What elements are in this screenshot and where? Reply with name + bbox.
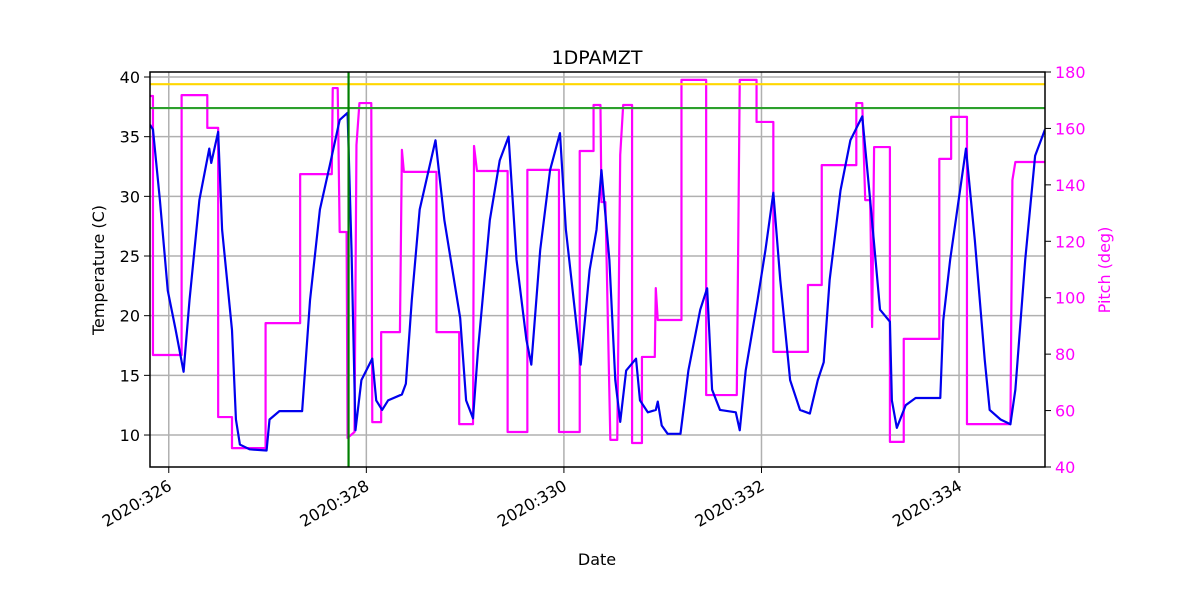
plot-area xyxy=(150,72,1045,467)
y-tick-label: 10 xyxy=(120,426,140,445)
y-tick-label: 40 xyxy=(120,68,140,87)
y-axis-label: Temperature (C) xyxy=(89,205,108,336)
data-line xyxy=(150,78,1045,450)
plot-frame xyxy=(149,71,1046,468)
x-tick-label: 2020:334 xyxy=(889,476,965,531)
y-tick-label: 20 xyxy=(120,307,140,326)
y2-axis-label: Pitch (deg) xyxy=(1095,227,1114,314)
y2-tick-label: 140 xyxy=(1055,176,1086,195)
x-tick-label: 2020:326 xyxy=(99,476,175,531)
y-tick-label: 25 xyxy=(120,247,140,266)
y2-tick-label: 100 xyxy=(1055,289,1086,308)
chart-title: 1DPAMZT xyxy=(552,47,643,69)
y2-tick-label: 120 xyxy=(1055,232,1086,251)
y2-tick-label: 160 xyxy=(1055,119,1086,138)
x-axis-label: Date xyxy=(578,550,616,569)
y-tick-label: 30 xyxy=(120,187,140,206)
data-line xyxy=(150,111,1045,452)
y-tick-label: 15 xyxy=(120,366,140,385)
y2-tick-label: 60 xyxy=(1055,402,1075,421)
y2-tick-label: 180 xyxy=(1055,63,1086,82)
x-tick-label: 2020:328 xyxy=(296,476,372,531)
y-tick-label: 35 xyxy=(120,128,140,147)
y2-tick-label: 40 xyxy=(1055,458,1075,477)
x-tick-label: 2020:332 xyxy=(692,476,768,531)
x-tick-label: 2020:330 xyxy=(494,476,570,531)
y2-tick-label: 80 xyxy=(1055,345,1075,364)
